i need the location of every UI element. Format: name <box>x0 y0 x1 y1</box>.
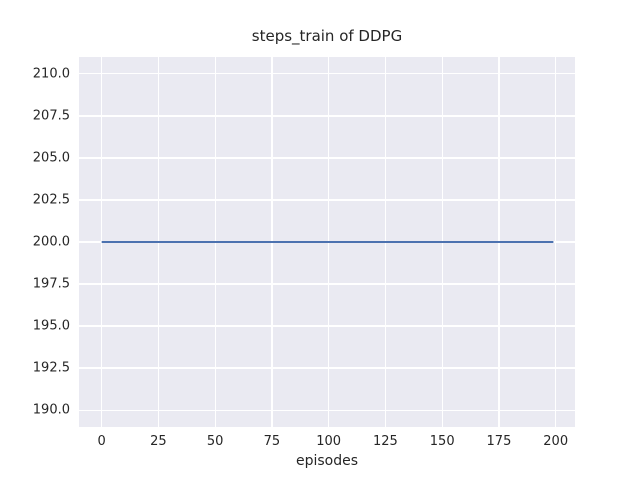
line-series <box>101 241 554 243</box>
y-tick-label: 192.5 <box>32 360 70 376</box>
gridline-horizontal <box>79 325 575 327</box>
y-tick-label: 205.0 <box>32 150 70 166</box>
gridline-horizontal <box>79 115 575 117</box>
x-tick-label: 50 <box>206 434 224 449</box>
x-tick-label: 125 <box>373 434 398 449</box>
x-tick-label: 25 <box>150 434 167 449</box>
gridline-horizontal <box>79 73 575 75</box>
y-tick-label: 190.0 <box>32 402 70 418</box>
gridline-horizontal <box>79 157 575 159</box>
x-tick-label: 175 <box>486 434 512 449</box>
gridline-horizontal <box>79 409 575 411</box>
x-tick-label: 150 <box>429 434 455 449</box>
x-tick-label: 200 <box>543 434 569 449</box>
plot-area <box>79 57 575 427</box>
y-tick-label: 207.5 <box>32 108 70 124</box>
chart-title: steps_train of DDPG <box>251 27 403 45</box>
gridline-horizontal <box>79 199 575 201</box>
gridline-horizontal <box>79 283 575 285</box>
gridline-horizontal <box>79 367 575 369</box>
y-tick-label: 197.5 <box>32 276 70 292</box>
x-tick-label: 0 <box>97 434 106 449</box>
x-tick-label: 100 <box>316 434 342 449</box>
y-tick-label: 200.0 <box>32 234 70 250</box>
x-axis-label: episodes <box>295 453 359 469</box>
y-tick-label: 210.0 <box>32 66 70 82</box>
x-tick-label: 75 <box>263 434 281 449</box>
y-tick-label: 195.0 <box>32 318 70 334</box>
y-tick-label: 202.5 <box>32 192 70 208</box>
